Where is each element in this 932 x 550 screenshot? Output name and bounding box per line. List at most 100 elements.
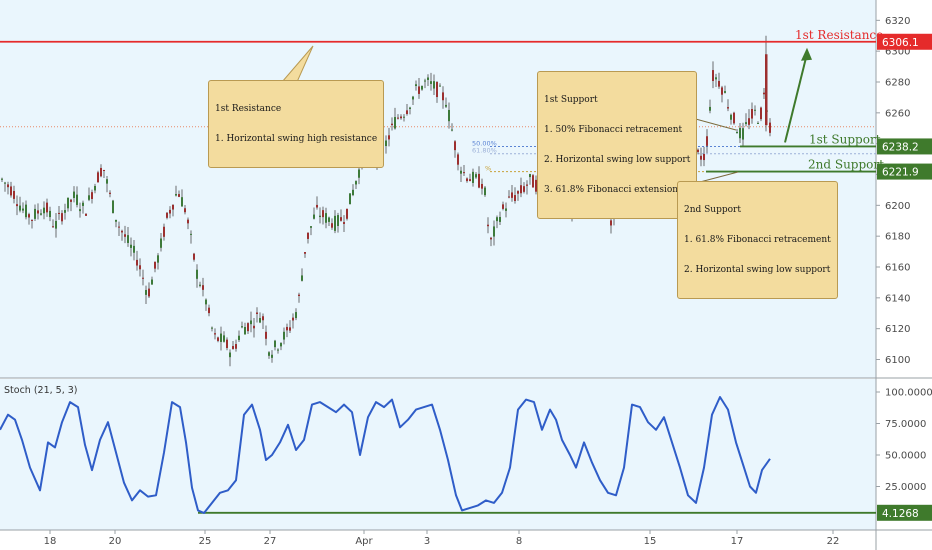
candle-down — [103, 169, 105, 171]
price-tick-label: 6140 — [885, 293, 910, 304]
candle-down — [169, 209, 171, 214]
fibonacci-label: % — [485, 165, 491, 173]
stoch-value: 4.1268 — [882, 508, 919, 520]
candle-down — [763, 92, 765, 95]
candle-up — [238, 335, 240, 341]
candle-down — [442, 92, 444, 101]
resistance-value: 6306.1 — [882, 37, 919, 49]
candle-down — [16, 204, 18, 207]
candle-up — [211, 327, 213, 329]
candle-up — [205, 299, 207, 305]
candle-up — [325, 213, 327, 223]
candle-up — [112, 200, 114, 214]
candle-up — [337, 215, 339, 226]
support2-label: 2nd Support — [808, 158, 884, 172]
candle-down — [31, 219, 33, 221]
candle-up — [199, 284, 201, 286]
candle-down — [124, 234, 126, 237]
candle-down — [232, 346, 234, 350]
candle-up — [274, 340, 276, 348]
support2-note-line-2: 1. 61.8% Fibonacci retracement — [684, 235, 831, 245]
candle-up — [757, 122, 759, 124]
candle-up — [151, 279, 153, 285]
candle-down — [13, 190, 15, 199]
price-tick-label: 6120 — [885, 324, 910, 335]
resistance-label: 1st Resistance — [795, 28, 883, 42]
candle-down — [454, 141, 456, 151]
candle-down — [343, 222, 345, 224]
time-tick-label: 27 — [264, 536, 277, 547]
candle-up — [22, 208, 24, 211]
candle-up — [40, 213, 42, 215]
candle-up — [301, 275, 303, 281]
candle-down — [148, 288, 150, 297]
candle-down — [307, 232, 309, 239]
time-tick-label: 22 — [827, 536, 840, 547]
support2-value: 6221.9 — [882, 167, 919, 179]
candle-up — [34, 208, 36, 219]
time-tick-label: 18 — [44, 536, 57, 547]
candle-down — [700, 155, 702, 160]
candle-up — [1, 178, 3, 180]
candle-down — [262, 316, 264, 321]
candle-down — [100, 167, 102, 177]
price-tick-label: 6320 — [885, 16, 910, 27]
candle-up — [64, 210, 66, 213]
stoch-tick-label: 25.0000 — [885, 482, 926, 493]
support2-note-line-3: 2. Horizontal swing low support — [684, 265, 831, 275]
candle-up — [73, 191, 75, 198]
candle-down — [316, 204, 318, 208]
candle-down — [388, 135, 390, 140]
candle-down — [400, 116, 402, 119]
candle-up — [133, 245, 135, 253]
stoch-line — [0, 396, 771, 514]
price-tick-label: 6100 — [885, 355, 910, 366]
fibonacci-label: 50.00% — [472, 139, 497, 147]
candle-down — [535, 179, 537, 192]
support2-note-pointer — [699, 171, 739, 183]
candle-down — [187, 219, 189, 224]
candle-down — [217, 337, 219, 341]
candle-up — [739, 127, 741, 139]
candle-up — [115, 219, 117, 222]
candle-down — [502, 204, 504, 209]
candle-down — [46, 202, 48, 213]
candle-down — [37, 210, 39, 214]
candle-down — [184, 208, 186, 213]
candle-up — [25, 204, 27, 218]
candle-up — [4, 182, 6, 184]
candle-up — [745, 122, 747, 125]
time-tick-label: 15 — [644, 536, 657, 547]
candle-down — [397, 117, 399, 119]
stoch-tick-label: 100.0000 — [885, 388, 932, 399]
price-tick-label: 6260 — [885, 108, 910, 119]
candle-up — [754, 109, 756, 111]
price-tick-label: 6200 — [885, 201, 910, 212]
candle-down — [346, 208, 348, 219]
candle-down — [508, 196, 510, 198]
candle-down — [70, 199, 72, 202]
candle-down — [481, 183, 483, 189]
time-tick-label: 25 — [199, 536, 212, 547]
candle-down — [322, 210, 324, 218]
candle-down — [340, 217, 342, 221]
candle-down — [706, 136, 708, 146]
candle-down — [765, 54, 768, 126]
candle-down — [109, 192, 111, 194]
candle-down — [10, 186, 12, 196]
candle-down — [121, 230, 123, 233]
time-tick-label: 17 — [731, 536, 744, 547]
candle-up — [730, 114, 732, 120]
candle-up — [385, 140, 387, 147]
candle-down — [760, 107, 762, 120]
candle-down — [298, 294, 300, 297]
candle-up — [430, 81, 432, 84]
candle-down — [436, 82, 438, 98]
stoch-value-box — [877, 504, 932, 521]
candle-down — [514, 195, 516, 201]
candle-up — [127, 235, 129, 243]
candle-up — [271, 354, 273, 358]
candle-down — [256, 312, 258, 315]
candle-down — [487, 224, 489, 227]
candle-down — [457, 154, 459, 165]
